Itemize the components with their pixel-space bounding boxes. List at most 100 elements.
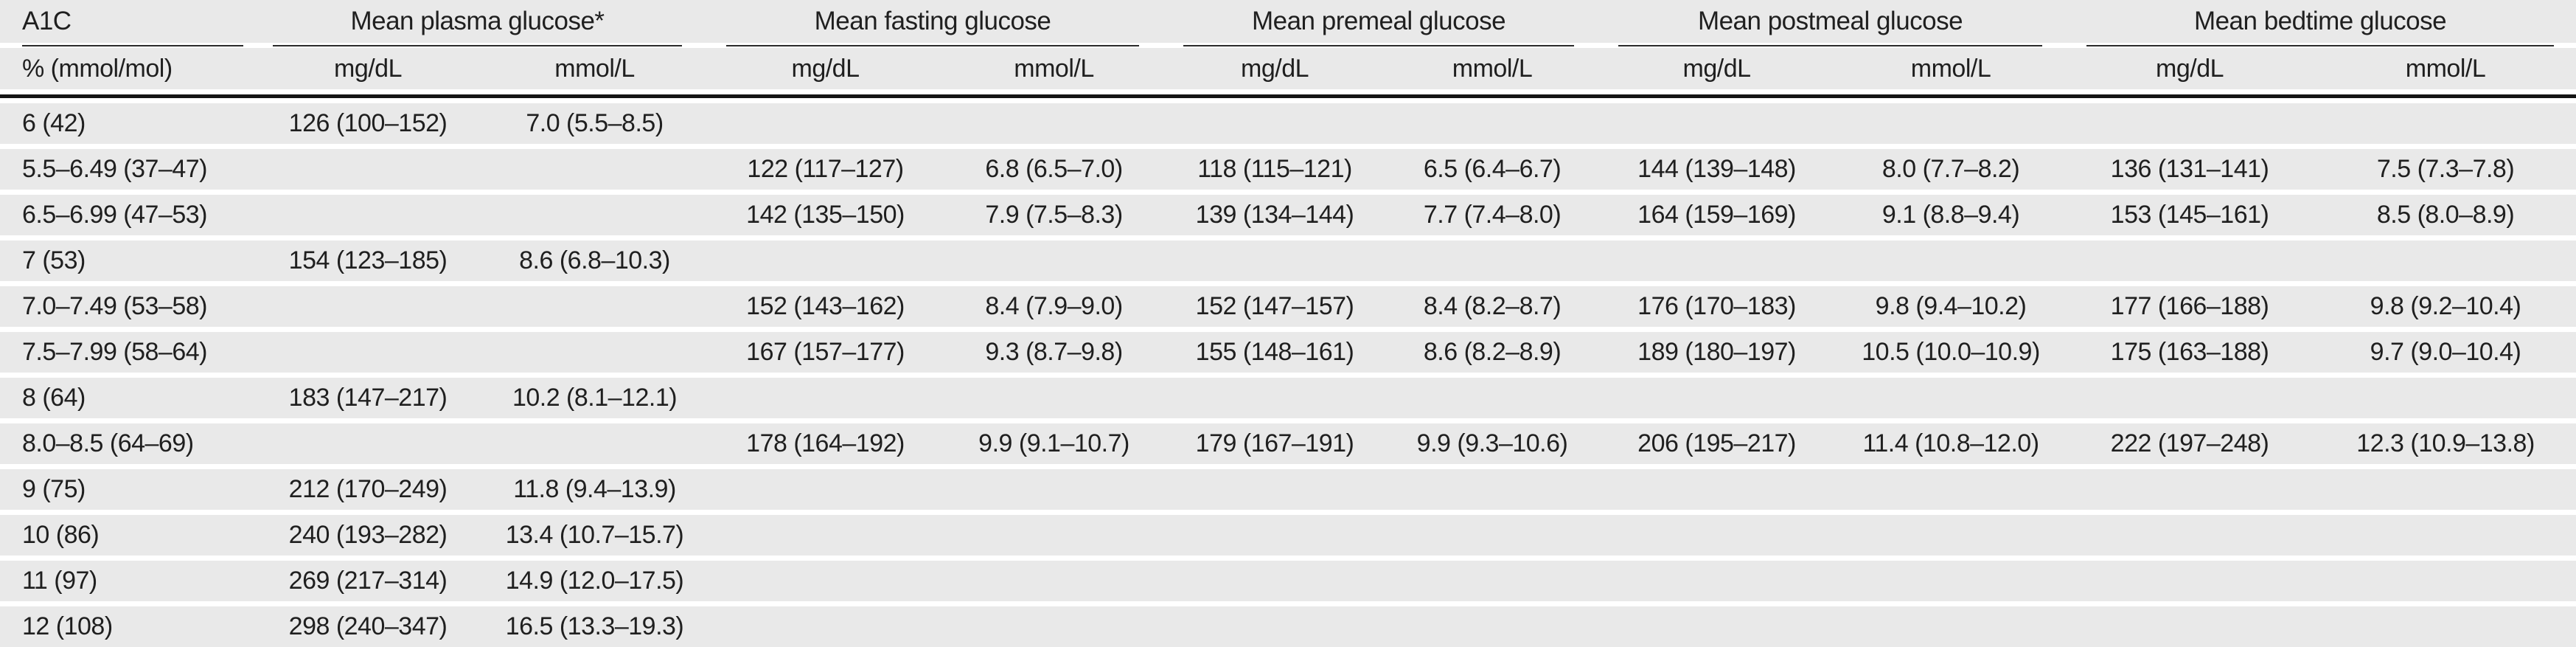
table-cell [2315,561,2576,601]
table-cell [1161,561,1389,601]
table-cell: 167 (157–177) [704,332,947,373]
table-cell [947,241,1162,281]
table-cell [485,332,704,373]
table-cell [1837,515,2065,556]
table-cell [2315,103,2576,144]
table-cell: 7.9 (7.5–8.3) [947,195,1162,235]
table-cell: 9.9 (9.1–10.7) [947,423,1162,464]
table-cell [1596,103,1838,144]
table-cell: 178 (164–192) [704,423,947,464]
table-cell [1388,378,1597,418]
row-label: 7.0–7.49 (53–58) [0,286,251,327]
unit-header: mg/dL [1161,48,1389,89]
table-body: 6 (42) 126 (100–152) 7.0 (5.5–8.5) 5.5–6.49… [0,103,2576,647]
table-cell: 139 (134–144) [1161,195,1389,235]
a1c-unit-header: % (mmol/mol) [0,48,251,89]
table-cell [947,378,1162,418]
table-row: 7.5–7.99 (58–64) 167 (157–177) 9.3 (8.7–9.… [0,332,2576,373]
group-underline: Mean bedtime glucose [2086,0,2555,46]
table-cell: 189 (180–197) [1596,332,1838,373]
unit-header: mmol/L [1837,48,2065,89]
column-group-cell: Mean postmeal glucose [1596,0,2065,46]
table-cell [947,469,1162,510]
column-group-label: Mean premeal glucose [1251,7,1506,35]
table-row: 6 (42) 126 (100–152) 7.0 (5.5–8.5) [0,103,2576,144]
table-cell: 12.3 (10.9–13.8) [2315,423,2576,464]
unit-header: mmol/L [947,48,1162,89]
row-label: 11 (97) [0,561,251,601]
table-cell [947,103,1162,144]
table-cell: 9.8 (9.2–10.4) [2315,286,2576,327]
unit-header: mg/dL [251,48,485,89]
table-cell [1596,606,1838,647]
unit-header: mmol/L [485,48,704,89]
table-cell [2064,469,2316,510]
table-cell [1596,515,1838,556]
column-group-label: Mean fasting glucose [814,7,1051,35]
table-cell [485,423,704,464]
table-cell [2315,469,2576,510]
table-cell [2315,606,2576,647]
table-cell [1596,561,1838,601]
table-cell [1388,561,1597,601]
table-cell: 212 (170–249) [251,469,485,510]
table-header: A1C Mean plasma glucose* Mean fasting gluc… [0,0,2576,98]
column-group-a1c: A1C [0,0,251,46]
table-cell [2064,103,2316,144]
table-cell: 8.4 (8.2–8.7) [1388,286,1597,327]
table-row: 7 (53) 154 (123–185) 8.6 (6.8–10.3) [0,241,2576,281]
table-cell [947,606,1162,647]
table-cell: 10.2 (8.1–12.1) [485,378,704,418]
unit-header: mg/dL [1596,48,1838,89]
table-cell [1837,561,2065,601]
unit-header-row: % (mmol/mol) mg/dL mmol/L mg/dL mmol/L mg/dL m… [0,48,2576,89]
table-cell: 11.4 (10.8–12.0) [1837,423,2065,464]
table-row: 7.0–7.49 (53–58) 152 (143–162) 8.4 (7.9–9.… [0,286,2576,327]
table-row: 10 (86) 240 (193–282) 13.4 (10.7–15.7) [0,515,2576,556]
table-cell: 179 (167–191) [1161,423,1389,464]
row-label: 12 (108) [0,606,251,647]
table-cell [485,286,704,327]
row-label: 7 (53) [0,241,251,281]
table-cell [1388,469,1597,510]
table-cell: 142 (135–150) [704,195,947,235]
table-cell [704,469,947,510]
row-label: 8.0–8.5 (64–69) [0,423,251,464]
header-rule-row [0,94,2576,98]
group-underline: Mean premeal glucose [1183,0,1575,46]
unit-header: mmol/L [1388,48,1597,89]
table-cell: 13.4 (10.7–15.7) [485,515,704,556]
table-cell: 6.8 (6.5–7.0) [947,149,1162,190]
table-cell: 240 (193–282) [251,515,485,556]
table-row: 12 (108) 298 (240–347) 16.5 (13.3–19.3) [0,606,2576,647]
table-cell [704,606,947,647]
table-cell: 14.9 (12.0–17.5) [485,561,704,601]
table-cell: 9.7 (9.0–10.4) [2315,332,2576,373]
row-label: 7.5–7.99 (58–64) [0,332,251,373]
table-cell [1161,606,1389,647]
group-underline: Mean plasma glucose* [273,0,682,46]
unit-header: mg/dL [2064,48,2316,89]
column-group-cell: Mean premeal glucose [1161,0,1597,46]
table-row: 5.5–6.49 (37–47) 122 (117–127) 6.8 (6.5–7.… [0,149,2576,190]
group-underline: Mean fasting glucose [726,0,1140,46]
table-cell: 176 (170–183) [1596,286,1838,327]
row-label: 10 (86) [0,515,251,556]
table-cell [1161,515,1389,556]
table-cell [1837,241,2065,281]
table-cell: 175 (163–188) [2064,332,2316,373]
row-label: 6.5–6.99 (47–53) [0,195,251,235]
table-cell [485,195,704,235]
table-cell [1161,103,1389,144]
table-cell [1596,378,1838,418]
table-cell [251,286,485,327]
table-cell: 8.5 (8.0–8.9) [2315,195,2576,235]
table-cell: 164 (159–169) [1596,195,1838,235]
table-cell: 155 (148–161) [1161,332,1389,373]
table-cell: 152 (143–162) [704,286,947,327]
table-cell: 136 (131–141) [2064,149,2316,190]
table-cell: 154 (123–185) [251,241,485,281]
table-cell [2064,515,2316,556]
